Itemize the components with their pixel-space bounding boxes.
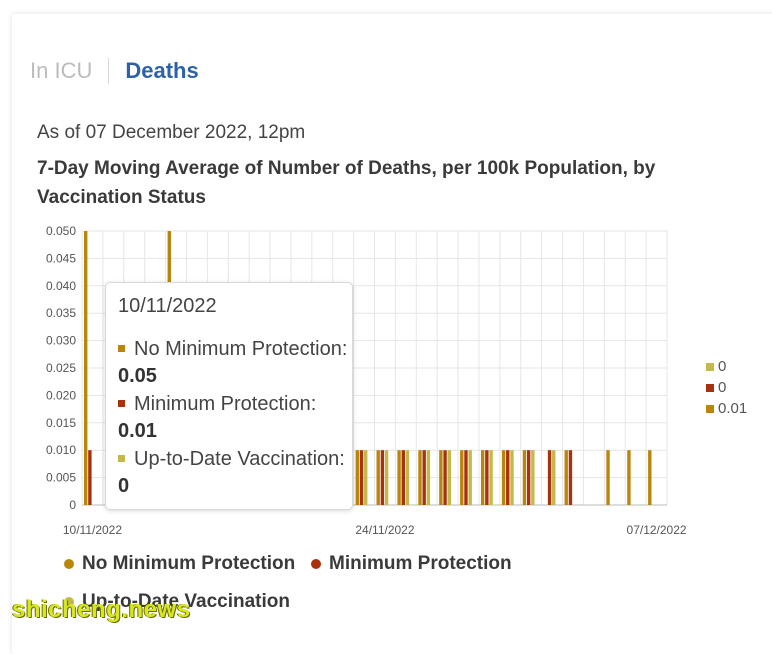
bar-up-to-date-vaccination-15[interactable] [406, 450, 409, 505]
bar-no-minimum-protection-27[interactable] [648, 450, 651, 505]
bar-minimum-protection-17[interactable] [443, 450, 446, 505]
bar-up-to-date-vaccination-14[interactable] [385, 450, 388, 505]
tooltip-row-min: Minimum Protection: 0.01 [118, 391, 352, 445]
watermark-text: shicheng.news [12, 596, 191, 624]
tooltip-date: 10/11/2022 [118, 295, 352, 318]
latest-min: 0 [706, 377, 747, 398]
bar-up-to-date-vaccination-19[interactable] [489, 450, 492, 505]
legend-min-dot [311, 559, 321, 569]
y-axis: 0.050 0.045 0.040 0.035 0.030 0.025 0.020 0.015… [46, 224, 76, 512]
bar-no-minimum-protection-17[interactable] [439, 450, 442, 505]
y-tick-label: 0.030 [46, 334, 76, 348]
bar-no-minimum-protection-14[interactable] [377, 450, 380, 505]
bar-minimum-protection-16[interactable] [422, 450, 425, 505]
tooltip-min-swatch [118, 400, 125, 407]
latest-no-min: 0.01 [706, 398, 747, 419]
tooltip-row-no-min: No Minimum Protection: 0.05 [118, 336, 352, 390]
latest-utd-swatch [706, 363, 714, 371]
tooltip-no-min-swatch [118, 345, 125, 352]
latest-min-value: 0 [718, 379, 726, 396]
legend-no-min-dot [64, 559, 74, 569]
x-tick-label: 10/11/2022 [63, 523, 122, 537]
bar-minimum-protection-23[interactable] [569, 450, 572, 505]
bar-no-minimum-protection-15[interactable] [397, 450, 400, 505]
y-tick-label: 0.050 [46, 224, 76, 238]
x-tick-label: 07/12/2022 [627, 523, 687, 537]
bar-minimum-protection-21[interactable] [527, 450, 530, 505]
bar-no-minimum-protection-25[interactable] [606, 450, 609, 505]
latest-values-legend: 0 0 0.01 [706, 356, 747, 419]
y-tick-label: 0.015 [46, 416, 76, 430]
y-tick-label: 0.005 [46, 471, 76, 485]
legend-no-minimum-protection[interactable]: No Minimum Protection [64, 553, 295, 575]
latest-no-min-value: 0.01 [718, 400, 747, 417]
legend-no-min-label: No Minimum Protection [82, 553, 295, 575]
bar-up-to-date-vaccination-20[interactable] [510, 450, 513, 505]
y-tick-label: 0.010 [46, 443, 76, 457]
latest-utd-value: 0 [718, 358, 726, 375]
latest-utd: 0 [706, 356, 747, 377]
bar-up-to-date-vaccination-13[interactable] [364, 450, 367, 505]
tooltip-utd-value: 0 [118, 475, 129, 497]
chart-tooltip: 10/11/2022 No Minimum Protection: 0.05 M… [105, 282, 353, 510]
y-tick-label: 0.020 [46, 388, 76, 402]
bar-no-minimum-protection-20[interactable] [502, 450, 505, 505]
y-tick-label: 0.040 [46, 279, 76, 293]
x-axis: 10/11/2022 24/11/2022 07/12/2022 [63, 523, 687, 537]
tooltip-min-label: Minimum Protection: [134, 393, 316, 415]
legend-min-label: Minimum Protection [329, 553, 512, 575]
bar-no-minimum-protection-26[interactable] [627, 450, 630, 505]
bar-up-to-date-vaccination-22[interactable] [552, 450, 555, 505]
tooltip-no-min-value: 0.05 [118, 365, 157, 387]
bar-no-minimum-protection-13[interactable] [356, 450, 359, 505]
bar-minimum-protection-18[interactable] [464, 450, 467, 505]
bar-minimum-protection-15[interactable] [402, 450, 405, 505]
tooltip-min-value: 0.01 [118, 420, 157, 442]
latest-min-swatch [706, 384, 714, 392]
bar-up-to-date-vaccination-16[interactable] [427, 450, 430, 505]
bar-no-minimum-protection-0[interactable] [84, 231, 87, 505]
bar-up-to-date-vaccination-18[interactable] [468, 450, 471, 505]
bar-no-minimum-protection-19[interactable] [481, 450, 484, 505]
bar-minimum-protection-20[interactable] [506, 450, 509, 505]
legend-minimum-protection[interactable]: Minimum Protection [311, 553, 512, 575]
bar-up-to-date-vaccination-21[interactable] [531, 450, 534, 505]
bar-no-minimum-protection-18[interactable] [460, 450, 463, 505]
bar-no-minimum-protection-23[interactable] [565, 450, 568, 505]
bar-no-minimum-protection-16[interactable] [418, 450, 421, 505]
tooltip-utd-label: Up-to-Date Vaccination: [134, 448, 345, 470]
y-tick-label: 0 [69, 498, 76, 512]
y-tick-label: 0.035 [46, 306, 76, 320]
tooltip-utd-swatch [118, 455, 125, 462]
latest-no-min-swatch [706, 405, 714, 413]
bar-up-to-date-vaccination-17[interactable] [448, 450, 451, 505]
y-tick-label: 0.025 [46, 361, 76, 375]
bar-minimum-protection-14[interactable] [381, 450, 384, 505]
tooltip-no-min-label: No Minimum Protection: [134, 338, 347, 360]
bar-minimum-protection-13[interactable] [360, 450, 363, 505]
x-tick-label: 24/11/2022 [355, 523, 414, 537]
bar-minimum-protection-0[interactable] [88, 450, 91, 505]
bar-minimum-protection-22[interactable] [548, 450, 551, 505]
bar-minimum-protection-19[interactable] [485, 450, 488, 505]
tooltip-row-utd: Up-to-Date Vaccination: 0 [118, 446, 352, 500]
y-tick-label: 0.045 [46, 251, 76, 265]
bar-no-minimum-protection-21[interactable] [523, 450, 526, 505]
